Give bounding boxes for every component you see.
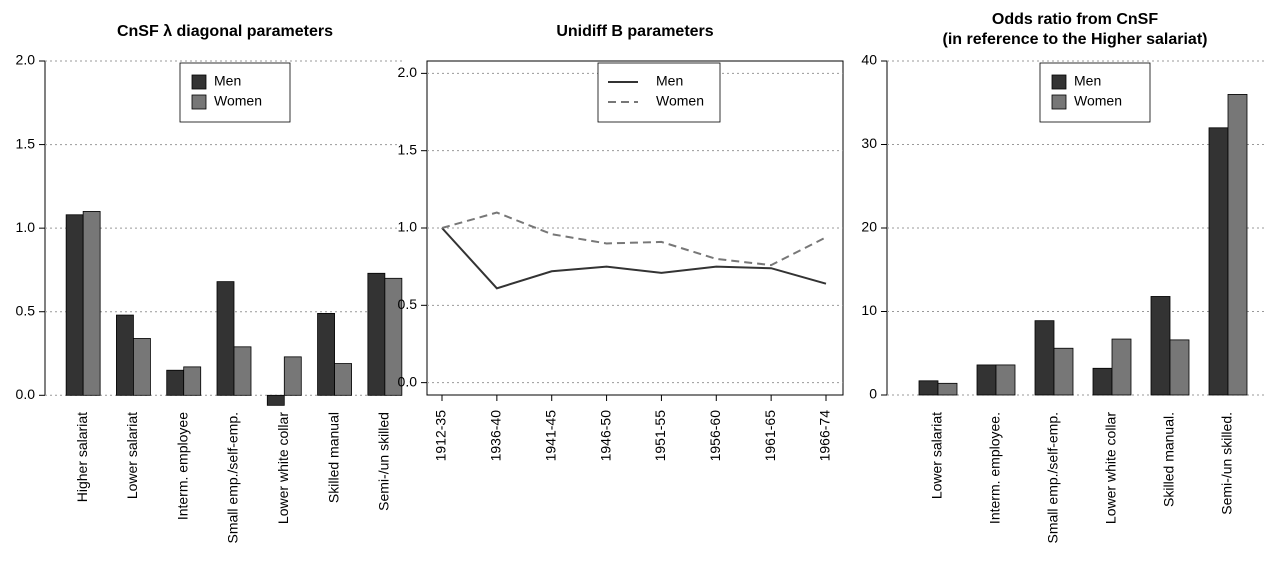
legend-swatch [1051, 74, 1067, 90]
x-tick-label: 1966-74 [817, 410, 833, 462]
legend-label: Women [1074, 93, 1122, 109]
legend-label: Women [656, 93, 704, 109]
y-tick-label: 1.5 [398, 141, 418, 157]
y-tick-label: 0.0 [398, 373, 418, 389]
bar [1169, 339, 1190, 396]
chart-title: Unidiff B parameters [556, 23, 713, 40]
x-tick-label: 1912-35 [433, 410, 449, 462]
bar [266, 394, 285, 406]
y-tick-label: 0.0 [16, 386, 36, 402]
bar [367, 272, 386, 396]
x-tick-label: Lower salariat [124, 412, 140, 499]
panel: Unidiff B parameters 0.0 0.5 1.0 1.5 2.0 1912-… [398, 23, 844, 462]
x-tick-label: 1961-65 [762, 410, 778, 462]
legend-swatch [1051, 94, 1067, 110]
bar [1208, 127, 1229, 396]
x-tick-label: Interm. employee. [987, 412, 1003, 524]
bar [283, 356, 302, 396]
bar [976, 364, 997, 396]
legend-swatch [191, 74, 207, 90]
bar [166, 369, 185, 396]
x-tick-label: 1946-50 [597, 410, 613, 462]
bar [1227, 94, 1248, 396]
x-tick-label: Semi-/un skilled. [1219, 412, 1235, 515]
chart-title: CnSF λ diagonal parameters [117, 23, 333, 40]
y-tick-label: 10 [861, 302, 877, 318]
legend-label: Men [214, 73, 241, 89]
bar [183, 366, 202, 396]
bar [1111, 338, 1132, 396]
y-tick-label: 20 [861, 219, 877, 235]
legend-box [597, 62, 721, 123]
panel: Odds ratio from CnSF (in reference to the… [861, 11, 1265, 543]
legend-swatch [191, 94, 207, 110]
line-series [441, 211, 827, 267]
bar [918, 380, 939, 396]
bar [995, 364, 1016, 396]
bar [65, 214, 84, 396]
bar [216, 281, 235, 396]
y-tick-label: 2.0 [398, 64, 418, 80]
legend-label: Men [1074, 73, 1101, 89]
x-tick-label: Skilled manual. [1161, 412, 1177, 507]
x-tick-label: Semi-/un skilled [376, 412, 392, 511]
y-tick-label: 0.5 [16, 302, 36, 318]
bar [317, 312, 335, 396]
y-tick-label: 1.5 [16, 135, 36, 151]
legend-box [179, 62, 291, 123]
bar [1092, 367, 1113, 396]
x-tick-label: 1941-45 [542, 410, 558, 462]
bar [1034, 320, 1055, 396]
x-tick-label: Small emp./self-emp. [225, 412, 241, 543]
line-series [441, 227, 827, 290]
y-tick-label: 40 [861, 52, 877, 68]
bar [937, 382, 958, 396]
bar [82, 211, 101, 396]
y-tick-label: 0 [869, 386, 877, 402]
x-tick-label: 1951-55 [652, 410, 668, 462]
x-tick-label: Small emp./self-emp. [1045, 412, 1061, 543]
legend-label: Men [656, 73, 683, 89]
y-tick-label: 2.0 [16, 52, 36, 68]
y-tick-label: 1.0 [16, 219, 36, 235]
bar [1053, 347, 1074, 396]
x-tick-label: Lower white collar [1103, 412, 1119, 524]
panel: CnSF λ diagonal parameters 0.0 0.5 1.0 1.5 2.… [16, 23, 405, 543]
x-tick-label: Interm. employee [174, 412, 190, 520]
x-tick-label: Higher salariat [74, 412, 90, 502]
x-tick-label: Lower salariat [929, 412, 945, 499]
x-tick-label: 1936-40 [488, 410, 504, 462]
bar [1150, 296, 1171, 396]
bar [133, 338, 151, 396]
bar [233, 346, 252, 396]
legend-label: Women [214, 93, 262, 109]
bar [116, 314, 134, 396]
y-tick-label: 1.0 [398, 219, 418, 235]
y-tick-label: 0.5 [398, 296, 418, 312]
y-tick-label: 30 [861, 135, 877, 151]
bar [384, 277, 403, 396]
x-tick-label: Skilled manual [325, 412, 341, 503]
chart-title: (in reference to the Higher salariat) [943, 31, 1208, 48]
chart-title: Odds ratio from CnSF [992, 11, 1158, 28]
x-tick-label: Lower white collar [275, 412, 291, 524]
bar [334, 363, 352, 396]
x-tick-label: 1956-60 [707, 410, 723, 462]
legend-box [1039, 62, 1151, 123]
